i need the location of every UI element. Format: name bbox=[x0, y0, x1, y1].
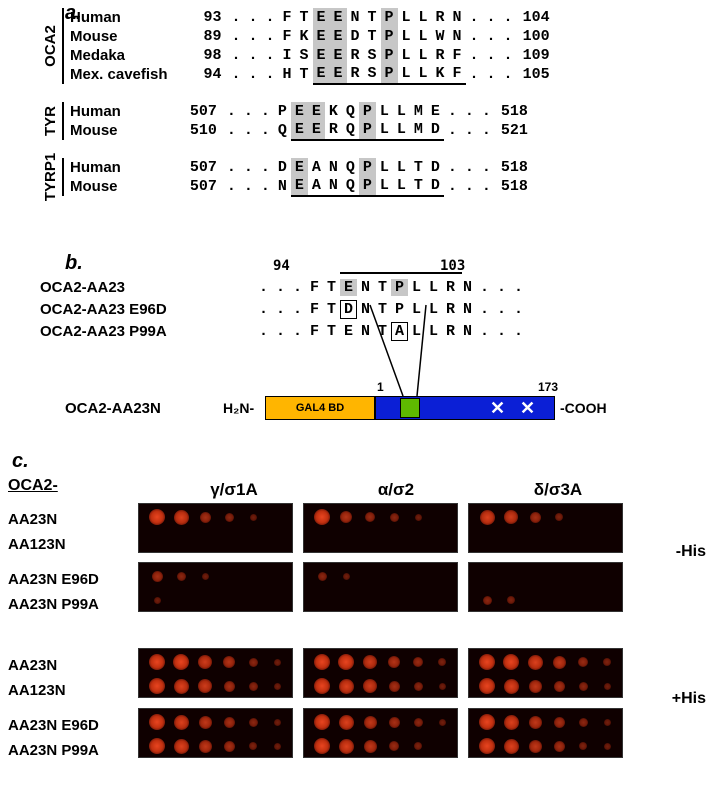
species-label: Mouse bbox=[70, 121, 121, 140]
row-label: AA23N bbox=[8, 507, 66, 532]
blot-panel bbox=[138, 648, 293, 698]
oca2-diagram: OCA2-AA23N H₂N- GAL4 BD ✕ ✕ -COOH 1 173 bbox=[70, 372, 670, 442]
mutant-row: OCA2-AA23 P99A...FTENTALLRN... bbox=[40, 320, 670, 342]
diag-num-173: 173 bbox=[538, 380, 558, 394]
diag-num-1: 1 bbox=[377, 380, 384, 394]
blot-panel bbox=[303, 708, 458, 758]
mutant-row: OCA2-AA23 E96D...FTDNTPLLRN... bbox=[40, 298, 670, 320]
row-label: AA123N bbox=[8, 678, 66, 703]
species-label: Human bbox=[70, 158, 121, 177]
b-num-left: 94 bbox=[273, 258, 290, 274]
row-label: AA23N bbox=[8, 653, 66, 678]
species-label: Mouse bbox=[70, 177, 121, 196]
blot-panel bbox=[468, 648, 623, 698]
panel-b: 94 103 OCA2-AA23...FTENTPLLRN...OCA2-AA2… bbox=[40, 258, 670, 442]
blot-panel bbox=[138, 562, 293, 612]
diag-green-box bbox=[400, 398, 420, 418]
panel-c-header: OCA2- bbox=[8, 477, 58, 495]
species-label: Mex. cavefish bbox=[70, 65, 168, 84]
b-overline bbox=[340, 272, 462, 274]
mutant-row: OCA2-AA23...FTENTPLLRN... bbox=[40, 276, 670, 298]
plus-his-label: +His bbox=[672, 690, 706, 708]
blot-panel bbox=[468, 562, 623, 612]
sequence-row: 507...PEEKQPLLME...518 bbox=[181, 102, 537, 121]
species-label: Human bbox=[70, 8, 168, 27]
seq-block-tyr: TYRHumanMouse507...PEEKQPLLME...518510..… bbox=[40, 102, 660, 140]
diag-gal4: GAL4 BD bbox=[265, 396, 375, 420]
blot-panel bbox=[303, 503, 458, 553]
sequence-row: 98...ISEERSPLLRF...109 bbox=[186, 46, 559, 65]
col-head-2: α/σ2 bbox=[315, 480, 477, 500]
blot-panel bbox=[138, 708, 293, 758]
col-head-3: δ/σ3A bbox=[477, 480, 639, 500]
diag-cross-2: ✕ bbox=[520, 398, 535, 419]
blot-panel bbox=[138, 503, 293, 553]
sequence-row: 94...HTEERSPLLKF...105 bbox=[186, 65, 559, 84]
row-label: AA23N E96D bbox=[8, 567, 99, 592]
blot-panel bbox=[303, 648, 458, 698]
blot-panel bbox=[468, 708, 623, 758]
panel-a: OCA2HumanMouseMedakaMex. cavefish93...FT… bbox=[40, 8, 660, 214]
blot-panel bbox=[303, 562, 458, 612]
blot-panel bbox=[468, 503, 623, 553]
sequence-row: 507...NEANQPLLTD...518 bbox=[181, 177, 537, 196]
panel-c-label: c. bbox=[12, 450, 29, 473]
sequence-row: 507...DEANQPLLTD...518 bbox=[181, 158, 537, 177]
row-label: AA23N P99A bbox=[8, 738, 99, 763]
diag-nh2: H₂N- bbox=[223, 400, 254, 416]
col-head-1: γ/σ1A bbox=[153, 480, 315, 500]
row-label: AA123N bbox=[8, 532, 66, 557]
diag-cooh: -COOH bbox=[560, 400, 607, 416]
seq-block-oca2: OCA2HumanMouseMedakaMex. cavefish93...FT… bbox=[40, 8, 660, 84]
row-label: AA23N P99A bbox=[8, 592, 99, 617]
species-label: Human bbox=[70, 102, 121, 121]
diag-construct-label: OCA2-AA23N bbox=[65, 400, 161, 417]
seq-block-tyrp1: TYRP1HumanMouse507...DEANQPLLTD...518507… bbox=[40, 158, 660, 196]
row-label: AA23N E96D bbox=[8, 713, 99, 738]
sequence-row: 510...QEERQPLLMD...521 bbox=[181, 121, 537, 140]
diag-cross-1: ✕ bbox=[490, 398, 505, 419]
sequence-row: 89...FKEEDTPLLWN...100 bbox=[186, 27, 559, 46]
sequence-row: 93...FTEENTPLLRN...104 bbox=[186, 8, 559, 27]
minus-his-label: -His bbox=[676, 543, 706, 561]
